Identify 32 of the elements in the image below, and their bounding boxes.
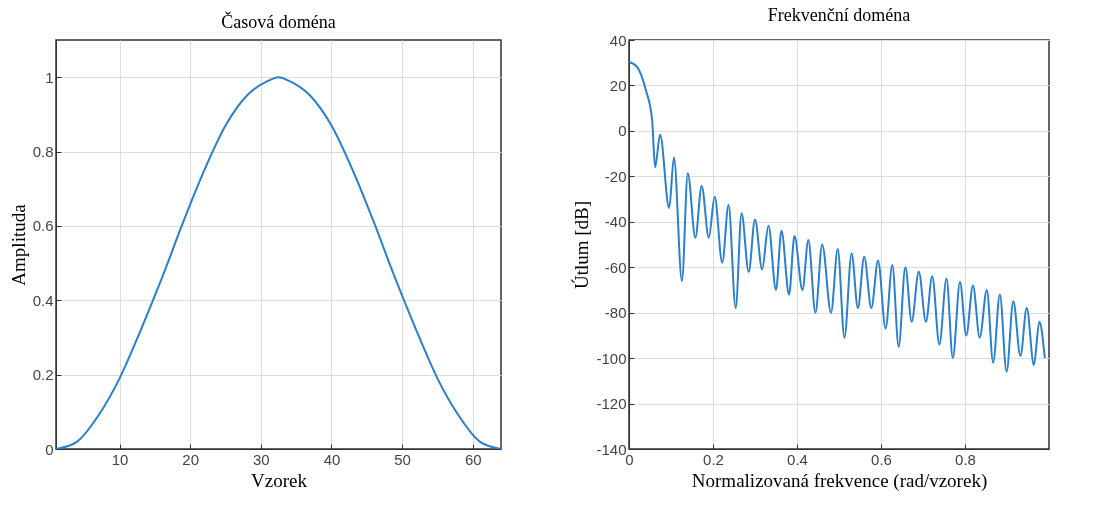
y-tick-label: 1 xyxy=(45,68,54,86)
x-tick-label: 40 xyxy=(323,450,341,468)
x-tick-label: 60 xyxy=(464,450,482,468)
x-tick-label: 0.8 xyxy=(955,450,976,468)
chart-title: Frekvenční doména xyxy=(767,5,911,25)
x-axis-title: Normalizovaná frekvence (rad/vzorek) xyxy=(691,469,988,492)
y-tick-label: -140 xyxy=(596,440,627,458)
line-series xyxy=(629,61,1046,373)
y-tick-label: 20 xyxy=(609,76,627,94)
chart-title: Časová doména xyxy=(221,11,336,32)
x-tick-label: 0.2 xyxy=(703,450,724,468)
y-tick-label: -100 xyxy=(596,349,627,367)
x-tick-label: 10 xyxy=(111,450,129,468)
x-tick-label: 30 xyxy=(253,450,270,468)
y-tick-label: -40 xyxy=(604,213,627,231)
x-tick-label: 0.6 xyxy=(871,450,892,468)
x-axis-title: Vzorek xyxy=(251,469,308,491)
y-tick-label: -20 xyxy=(604,167,627,185)
x-tick-label: 20 xyxy=(182,450,200,468)
y-axis-title: Útlum [dB] xyxy=(571,200,593,290)
y-tick-label: -80 xyxy=(604,304,627,322)
y-tick-label: -120 xyxy=(596,395,627,413)
x-tick-label: 0.4 xyxy=(787,450,808,468)
y-axis-title: Amplituda xyxy=(7,203,29,286)
y-tick-label: 0.4 xyxy=(32,291,54,309)
y-tick-label: 0 xyxy=(618,122,627,140)
y-tick-label: 40 xyxy=(609,31,627,49)
y-tick-label: -60 xyxy=(604,258,627,276)
y-tick-label: 0.6 xyxy=(32,217,54,235)
x-tick-label: 50 xyxy=(394,450,411,468)
y-tick-label: 0.8 xyxy=(32,143,54,161)
y-tick-label: 0.2 xyxy=(32,366,54,384)
